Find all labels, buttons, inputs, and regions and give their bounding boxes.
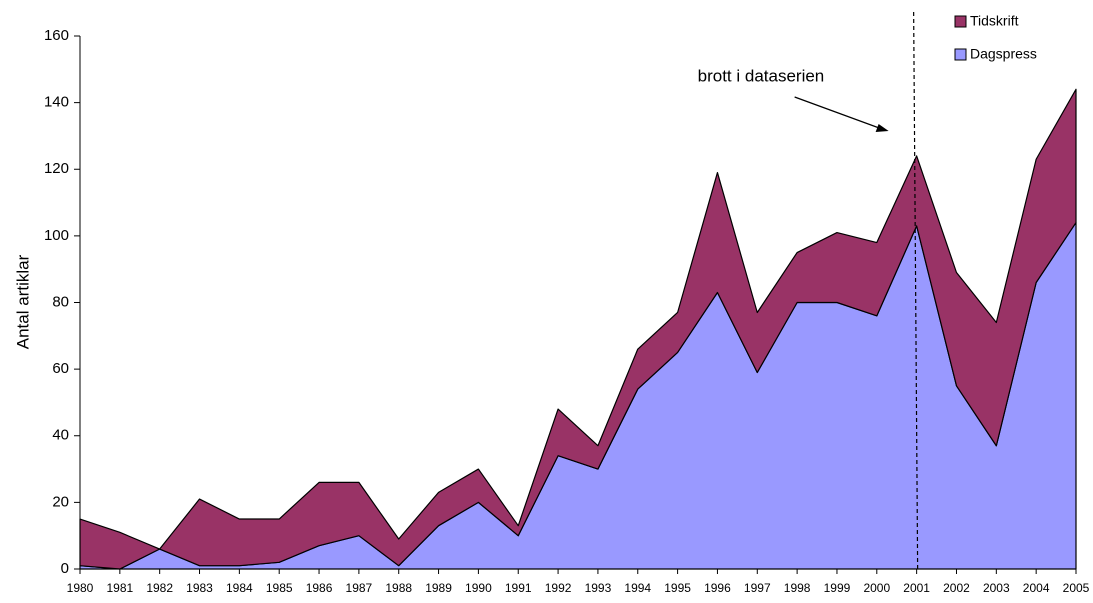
x-tick-label: 1999: [824, 581, 851, 595]
x-tick-label: 1980: [67, 581, 94, 595]
x-tick-label: 2000: [863, 581, 890, 595]
y-axis-label: Antal artiklar: [13, 254, 32, 349]
x-tick-label: 2004: [1023, 581, 1050, 595]
x-tick-label: 2003: [983, 581, 1010, 595]
x-tick-label: 1990: [465, 581, 492, 595]
legend-label: Dagspress: [970, 46, 1037, 62]
y-tick-label: 120: [44, 160, 69, 177]
x-tick-label: 1998: [784, 581, 811, 595]
y-tick-label: 80: [52, 293, 69, 310]
x-tick-label: 1987: [346, 581, 373, 595]
x-tick-label: 2005: [1063, 581, 1090, 595]
area: [79, 88, 1077, 570]
x-tick-label: 2002: [943, 581, 970, 595]
x-tick-label: 1993: [585, 581, 612, 595]
x-tick-label: 1986: [306, 581, 333, 595]
legend-swatch: [954, 48, 967, 61]
x-tick-label: 1983: [186, 581, 213, 595]
legend-label: Tidskrift: [970, 13, 1019, 29]
x-tick-label: 1988: [385, 581, 412, 595]
y-tick-label: 40: [52, 427, 69, 444]
x-tick-label: 1997: [744, 581, 771, 595]
x-tick-label: 1992: [545, 581, 572, 595]
y-tick-label: 0: [61, 560, 69, 577]
annotation-text: brott i dataserien: [698, 66, 825, 85]
x-tick-label: 1984: [226, 581, 253, 595]
arrow-head: [875, 124, 889, 132]
y-tick-label: 100: [44, 227, 69, 244]
x-tick-label: 1989: [425, 581, 452, 595]
x-tick-label: 1981: [106, 581, 133, 595]
x-tick-label: 1991: [505, 581, 532, 595]
x-tick-label: 2001: [903, 581, 930, 595]
y-tick-label: 20: [52, 493, 69, 510]
x-tick-label: 1995: [664, 581, 691, 595]
x-tick-label: 1985: [266, 581, 293, 595]
y-tick-label: 160: [44, 27, 69, 44]
legend-swatch: [954, 15, 967, 28]
x-tick-label: 1982: [146, 581, 173, 595]
y-tick-label: 140: [44, 94, 69, 111]
annotation-arrow: [794, 96, 885, 131]
break-line: [913, 11, 919, 570]
x-tick-label: 1996: [704, 581, 731, 595]
x-tick-label: 1994: [624, 581, 651, 595]
y-tick-label: 60: [52, 360, 69, 377]
